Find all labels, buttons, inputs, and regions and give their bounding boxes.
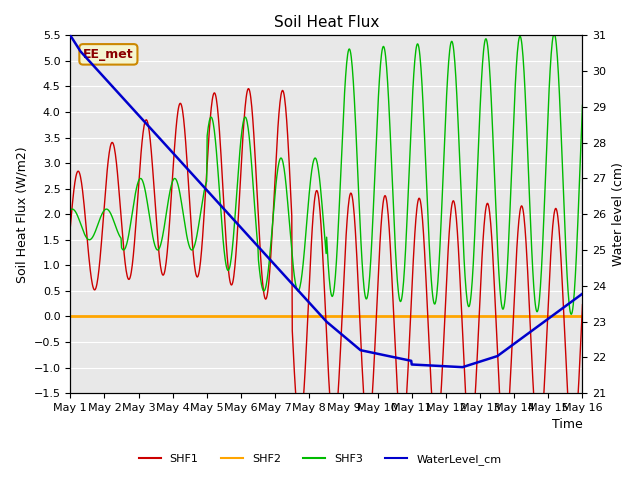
Line: SHF3: SHF3 bbox=[70, 36, 582, 314]
SHF1 bbox=[476, 307, 483, 313]
SHF3 bbox=[273, 169, 281, 175]
SHF3 bbox=[567, 312, 575, 317]
SHF3 bbox=[579, 102, 586, 108]
SHF2 bbox=[292, 313, 300, 319]
SHF1 bbox=[67, 225, 74, 230]
Line: SHF1: SHF1 bbox=[70, 89, 582, 445]
SHF1 bbox=[119, 233, 127, 239]
SHF3 bbox=[418, 82, 426, 87]
SHF2 bbox=[67, 313, 74, 319]
Text: EE_met: EE_met bbox=[83, 48, 134, 61]
Y-axis label: Water level (cm): Water level (cm) bbox=[612, 162, 625, 266]
SHF2 bbox=[466, 313, 474, 319]
SHF1 bbox=[292, 400, 300, 406]
SHF2 bbox=[475, 313, 483, 319]
SHF3 bbox=[466, 302, 474, 308]
SHF3 bbox=[550, 33, 557, 38]
SHF1 bbox=[569, 442, 577, 448]
WaterLevel_cm bbox=[273, 265, 281, 271]
X-axis label: Time: Time bbox=[552, 419, 582, 432]
WaterLevel_cm bbox=[119, 95, 127, 100]
SHF3 bbox=[119, 247, 127, 252]
WaterLevel_cm bbox=[67, 33, 74, 38]
WaterLevel_cm bbox=[292, 285, 300, 291]
SHF2 bbox=[579, 313, 586, 319]
Y-axis label: Soil Heat Flux (W/m2): Soil Heat Flux (W/m2) bbox=[15, 146, 28, 283]
SHF2 bbox=[273, 313, 281, 319]
WaterLevel_cm bbox=[467, 362, 474, 368]
WaterLevel_cm bbox=[476, 359, 483, 365]
Title: Soil Heat Flux: Soil Heat Flux bbox=[274, 15, 379, 30]
SHF2 bbox=[119, 313, 127, 319]
SHF1 bbox=[274, 125, 282, 131]
WaterLevel_cm bbox=[418, 362, 426, 368]
SHF3 bbox=[475, 132, 483, 138]
SHF1 bbox=[419, 217, 426, 223]
Line: WaterLevel_cm: WaterLevel_cm bbox=[70, 36, 582, 367]
SHF2 bbox=[418, 313, 426, 319]
SHF1 bbox=[579, 302, 586, 308]
SHF3 bbox=[67, 207, 74, 213]
SHF1 bbox=[245, 86, 253, 92]
WaterLevel_cm bbox=[459, 364, 467, 370]
WaterLevel_cm bbox=[579, 291, 586, 297]
SHF1 bbox=[467, 434, 474, 440]
Legend: SHF1, SHF2, SHF3, WaterLevel_cm: SHF1, SHF2, SHF3, WaterLevel_cm bbox=[134, 450, 506, 469]
SHF3 bbox=[292, 283, 300, 288]
